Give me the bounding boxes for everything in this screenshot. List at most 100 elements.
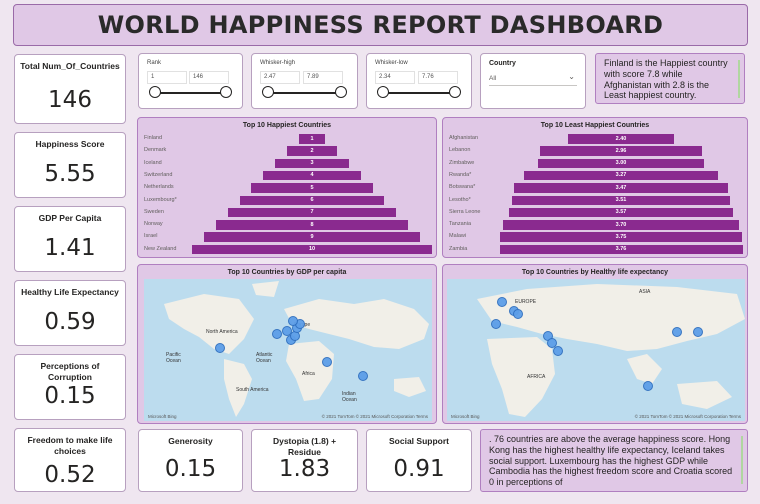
category-label: Netherlands [144, 184, 174, 191]
kpi-value: 0.15 [44, 383, 96, 409]
chart-bar[interactable] [287, 146, 337, 156]
chart-bar[interactable] [275, 158, 349, 169]
kpi-value: 0.15 [164, 456, 217, 482]
country-dropdown[interactable]: All ⌄ [489, 72, 577, 86]
map-dot[interactable] [497, 297, 507, 307]
chart-bar[interactable] [514, 183, 728, 193]
insight-text: Finland is the Happiest country with sco… [604, 58, 728, 101]
rank-slicer[interactable]: Rank 1 146 [138, 53, 243, 109]
category-label: Switzerland [144, 171, 173, 178]
map-dot[interactable] [288, 316, 298, 326]
category-label: Sweden [144, 208, 164, 215]
whisker-high-max-input[interactable]: 7.89 [303, 71, 343, 84]
health-map[interactable]: EUROPE ASIA AFRICA Microsoft Bing © 2021… [447, 279, 745, 421]
chart-bar[interactable] [500, 232, 742, 242]
slider-track [381, 92, 457, 94]
category-label: Malawi [449, 233, 467, 240]
dashboard-title-banner: WORLD HAPPINESS REPORT DASHBOARD [13, 4, 748, 46]
category-label: Zambia [449, 245, 468, 252]
bar-value-label: 3.75 [615, 233, 627, 240]
map-dot[interactable] [547, 338, 557, 348]
chart-bar[interactable] [499, 244, 743, 255]
map-dot[interactable] [272, 329, 282, 339]
country-dropdown-value: All [489, 75, 497, 82]
chart-bar[interactable] [227, 207, 397, 218]
kpi-label: Happiness Score [35, 139, 105, 149]
bar-value-label: 10 [308, 246, 316, 253]
map-dot[interactable] [491, 319, 501, 329]
chart-bar[interactable] [524, 170, 718, 181]
kpi-label: Freedom to make life choices [27, 435, 113, 456]
map-dot[interactable] [513, 309, 523, 319]
map-dot[interactable] [215, 343, 225, 353]
world-map-land [164, 281, 429, 417]
chart-bar[interactable] [239, 195, 385, 205]
slider-max-handle[interactable] [335, 86, 347, 98]
slider-max-handle[interactable] [220, 86, 232, 98]
gdp-map[interactable]: North America Europe Pacific Ocean Atlan… [144, 279, 432, 421]
whisker-low-min-input[interactable]: 2.34 [375, 71, 415, 84]
kpi-value: 1.83 [278, 456, 331, 482]
chart-bar[interactable] [215, 220, 409, 230]
kpi-value: 5.55 [44, 161, 96, 187]
least-happy-chart: Afghanistan 2.40 Lebanon 2.96 Zimbabwe 3.00 Rw… [443, 132, 747, 257]
category-label: Israel [144, 233, 158, 240]
map-dot[interactable] [643, 381, 653, 391]
map-label: Africa [302, 371, 315, 377]
slider-max-handle[interactable] [449, 86, 461, 98]
map-dot[interactable] [322, 357, 332, 367]
kpi-label: Social Support [389, 436, 449, 446]
slider-track [266, 92, 343, 94]
slider-min-handle[interactable] [149, 86, 161, 98]
insight-text: . 76 countries are above the average hap… [489, 434, 733, 488]
chart-bar[interactable] [568, 134, 674, 144]
chart-title: Top 10 Countries by GDP per capita [227, 269, 347, 276]
map-dot[interactable] [553, 346, 563, 356]
country-slicer[interactable]: Country All ⌄ [480, 53, 586, 109]
map-label: South America [236, 387, 269, 393]
category-label: Rwanda* [449, 171, 472, 178]
map-dot[interactable] [358, 371, 368, 381]
whisker-high-min-input[interactable]: 2.47 [260, 71, 300, 84]
bar-value-label: 2.96 [615, 147, 627, 154]
bar-value-label: 3.47 [615, 184, 627, 191]
chart-bar[interactable] [299, 134, 325, 144]
whisker-low-slicer[interactable]: Whisker-low 2.34 7.76 [366, 53, 472, 109]
category-label: Botswana* [449, 184, 476, 191]
category-label: Sierra Leone [449, 208, 481, 215]
chart-bar[interactable] [509, 207, 733, 218]
bar-value-label: 3.00 [615, 160, 627, 167]
chart-bar[interactable] [263, 170, 361, 181]
scrollbar[interactable] [741, 436, 743, 484]
map-dot[interactable] [672, 327, 682, 337]
rank-max-input[interactable]: 146 [189, 71, 229, 84]
kpi-label: GDP Per Capita [38, 213, 102, 223]
map-attribution: © 2021 TomTom © 2021 Microsoft Corporati… [634, 414, 741, 419]
bar-value-label: 9 [310, 233, 314, 240]
bar-value-label: 2.40 [615, 135, 627, 142]
chart-bar[interactable] [512, 195, 730, 205]
chart-bar[interactable] [203, 232, 421, 242]
chart-bar[interactable] [251, 183, 373, 193]
whisker-high-slicer[interactable]: Whisker-high 2.47 7.89 [251, 53, 358, 109]
category-label: Iceland [144, 159, 162, 166]
category-label: Afghanistan [449, 135, 479, 141]
bar-value-label: 3.57 [615, 209, 627, 216]
chart-bar[interactable] [539, 146, 703, 156]
rank-min-input[interactable]: 1 [147, 71, 187, 84]
bar-value-label: 3.27 [615, 172, 627, 179]
slider-min-handle[interactable] [262, 86, 274, 98]
chart-bar[interactable] [537, 158, 705, 169]
whisker-low-max-input[interactable]: 7.76 [418, 71, 458, 84]
kpi-value: 0.59 [44, 309, 96, 335]
gdp-map-card: Top 10 Countries by GDP per capita North… [137, 264, 437, 424]
map-dot[interactable] [693, 327, 703, 337]
kpi-gdp-per-capita: GDP Per Capita 1.41 [14, 206, 126, 272]
slider-min-handle[interactable] [377, 86, 389, 98]
world-map-land [477, 284, 745, 417]
chart-bar[interactable] [502, 220, 740, 230]
scrollbar[interactable] [738, 60, 740, 98]
chart-title: Top 10 Happiest Countries [242, 122, 332, 129]
map-label: AFRICA [527, 374, 546, 380]
chart-bar[interactable] [192, 244, 432, 255]
